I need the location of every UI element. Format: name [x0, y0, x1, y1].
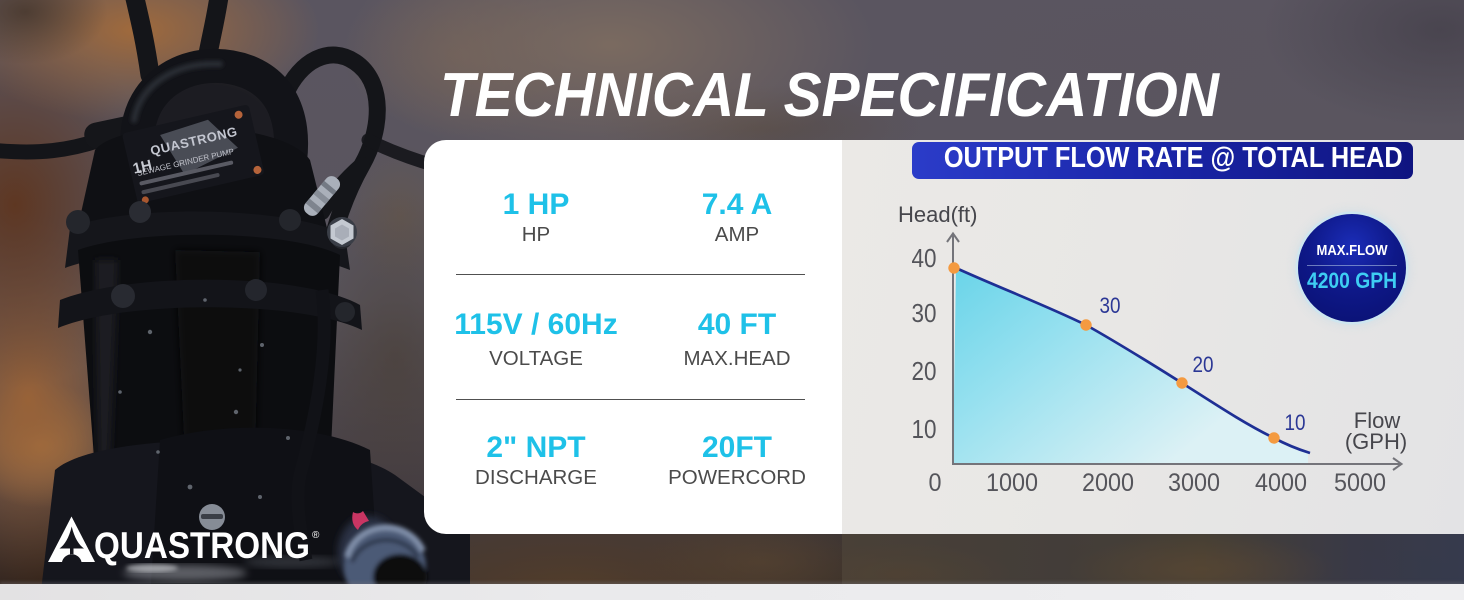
svg-text:20: 20: [912, 356, 937, 386]
svg-text:3000: 3000: [1168, 469, 1220, 497]
svg-text:2000: 2000: [1082, 469, 1134, 497]
svg-text:20: 20: [1193, 352, 1214, 377]
svg-text:30: 30: [1100, 293, 1121, 318]
svg-text:10: 10: [912, 414, 937, 444]
svg-text:®: ®: [312, 530, 320, 541]
svg-text:5000: 5000: [1334, 469, 1386, 497]
svg-text:10: 10: [1285, 410, 1306, 435]
svg-text:40: 40: [912, 243, 937, 273]
svg-text:1000: 1000: [986, 469, 1038, 497]
svg-text:QUASTRONG: QUASTRONG: [94, 525, 310, 566]
svg-text:0: 0: [929, 469, 942, 497]
svg-text:30: 30: [912, 298, 937, 328]
svg-text:Flow: Flow: [1354, 408, 1401, 433]
svg-text:Head(ft): Head(ft): [898, 202, 977, 227]
svg-text:1H: 1H: [131, 157, 154, 178]
svg-text:(GPH): (GPH): [1345, 429, 1407, 454]
svg-text:4000: 4000: [1255, 469, 1307, 497]
